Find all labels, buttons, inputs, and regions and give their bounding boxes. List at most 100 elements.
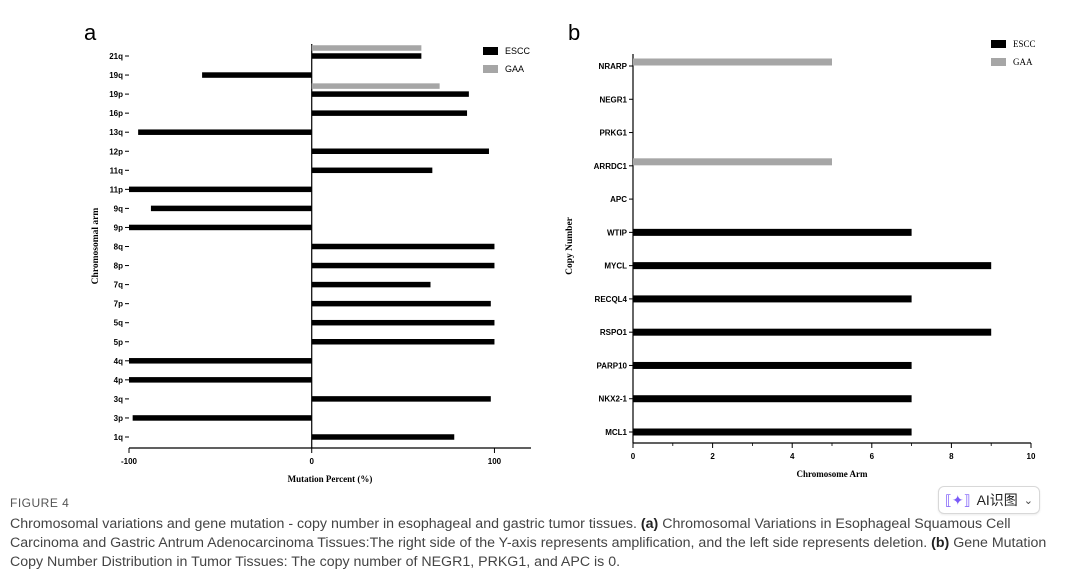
y-tick-label: 16p — [109, 109, 123, 118]
caption-b-text: Gene Mutation Copy Number Distribution i… — [10, 535, 1047, 570]
x-tick-label: 6 — [870, 452, 875, 461]
bar-escc-9q — [150, 205, 312, 212]
figure-label: FIGURE 4 — [10, 496, 70, 510]
bar-escc-11q — [311, 167, 433, 174]
y-tick-label: 4q — [114, 357, 123, 366]
y-tick-label: 4p — [114, 376, 123, 385]
bar-escc-8q — [311, 243, 495, 250]
y-tick-label: 8q — [114, 243, 123, 252]
bar-gaa-nrarp — [633, 58, 832, 66]
x-tick-label: 0 — [310, 457, 315, 466]
y-tick-label: 3p — [114, 414, 123, 423]
y-tick-label: 19p — [109, 90, 123, 99]
chart-b: 0 2 4 6 8 10 MCL1 NKX2-1 PARP10 RSPO1 RECQL4 MYCL WT… — [565, 39, 1036, 479]
bar-gaa-arrdc1 — [633, 158, 832, 166]
y-tick-label: 7p — [114, 300, 123, 309]
y-tick-label: RECQL4 — [595, 295, 628, 304]
legend-label-escc: ESCC — [1013, 39, 1036, 49]
legend-label-escc: ESCC — [505, 46, 531, 56]
bar-escc-9p — [129, 224, 312, 231]
y-tick-label: NKX2-1 — [599, 395, 628, 404]
bar-escc-11p — [129, 186, 312, 193]
legend-swatch-escc — [483, 47, 498, 55]
bar-escc-recql4 — [633, 295, 912, 303]
bar-escc-3q — [311, 396, 491, 402]
y-tick-label: 5q — [114, 319, 123, 328]
x-tick-label: -100 — [121, 457, 138, 466]
y-tick-label: PRKG1 — [599, 129, 627, 138]
x-axis-title: Chromosome Arm — [796, 469, 868, 479]
caption-b-label: (b) — [931, 535, 950, 551]
y-tick-label: NRARP — [599, 62, 628, 71]
x-axis-title: Mutation Percent (%) — [288, 474, 373, 484]
y-tick-label: 7q — [114, 281, 123, 290]
y-tick-label: APC — [610, 195, 627, 204]
caption-a-label: (a) — [640, 516, 659, 532]
y-tick-label: 19q — [109, 71, 123, 80]
bar-escc-7q — [311, 281, 431, 288]
bar-escc-4p — [129, 377, 312, 383]
bar-gaa-21q — [311, 45, 422, 51]
y-tick-label: MYCL — [604, 262, 627, 271]
ai-image-recognition-button[interactable]: ⟦✦⟧ AI识图 ⌄ — [938, 486, 1040, 514]
y-tick-label: WTIP — [607, 228, 628, 237]
y-tick-label: 11p — [110, 185, 123, 194]
legend-swatch-gaa — [483, 65, 498, 73]
y-tick-label: ARRDC1 — [594, 162, 628, 171]
bar-escc-1q — [311, 434, 455, 440]
y-tick-label: 8p — [114, 262, 123, 271]
y-tick-label: NEGR1 — [599, 95, 627, 104]
bar-escc-parp10 — [633, 361, 912, 369]
bar-escc-nkx2-1 — [633, 395, 912, 403]
y-tick-label: 9q — [114, 204, 123, 213]
ai-button-label: AI识图 — [976, 492, 1018, 508]
legend-label-gaa: GAA — [505, 64, 524, 74]
bar-gaa-19p — [311, 83, 440, 89]
y-tick-label: 11q — [110, 166, 123, 175]
figure-caption: Chromosomal variations and gene mutation… — [10, 515, 1072, 572]
bar-escc-7p — [311, 300, 491, 307]
bar-escc-19q — [202, 72, 312, 78]
bar-escc-mycl — [633, 262, 992, 270]
x-tick-label: 4 — [790, 452, 795, 461]
y-axis-title: Chromosomal arm — [91, 208, 101, 285]
panel-b-letter: b — [568, 20, 581, 45]
caption-main: Chromosomal variations and gene mutation… — [10, 516, 637, 532]
bar-escc-5p — [311, 339, 495, 345]
ai-scan-icon: ⟦✦⟧ — [944, 491, 971, 508]
y-tick-label: 3q — [114, 395, 123, 404]
x-tick-label: 2 — [710, 452, 715, 461]
y-tick-label: PARP10 — [596, 361, 627, 370]
x-tick-label: 8 — [949, 452, 954, 461]
bar-escc-mcl1 — [633, 428, 912, 436]
y-axis-title: Copy Number — [565, 216, 575, 275]
y-tick-label: 5p — [114, 338, 123, 347]
y-tick-label: 12p — [109, 147, 123, 156]
chart-a: -100 0 100 1q 3p 3q 4p 4q 5p 5q 7p 7q 8p 8q 9p 9q 11p 11q… — [91, 44, 531, 484]
legend-swatch-gaa — [991, 58, 1006, 66]
bar-escc-19p — [311, 91, 469, 97]
bar-escc-3p — [132, 415, 312, 421]
x-tick-label: 100 — [488, 457, 502, 466]
x-tick-label: 0 — [631, 452, 636, 461]
bar-escc-13q — [138, 129, 312, 135]
y-tick-label: 9p — [114, 223, 123, 232]
charts-canvas: -100 0 1001q3p3q4p4q5p5q7p7q8p8q9p9q11p11q… — [91, 39, 1036, 484]
y-tick-label: 13q — [109, 128, 123, 137]
y-tick-label: MCL1 — [605, 428, 627, 437]
bar-escc-12p — [311, 148, 489, 154]
bar-escc-5q — [311, 319, 495, 326]
y-tick-label: 1q — [114, 433, 123, 442]
bar-escc-4q — [129, 358, 312, 364]
panel-a-letter: a — [84, 20, 97, 45]
x-tick-label: 10 — [1027, 452, 1036, 461]
legend-swatch-escc — [991, 40, 1006, 48]
bar-escc-8p — [311, 262, 495, 269]
bar-escc-rspo1 — [633, 328, 992, 336]
chevron-down-icon: ⌄ — [1023, 494, 1034, 507]
bar-escc-21q — [311, 53, 422, 59]
y-tick-label: 21q — [109, 52, 123, 61]
legend-label-gaa: GAA — [1013, 57, 1033, 67]
caption-a-text: Chromosomal Variations in Esophageal Squ… — [10, 516, 1011, 551]
bar-escc-wtip — [633, 228, 912, 236]
